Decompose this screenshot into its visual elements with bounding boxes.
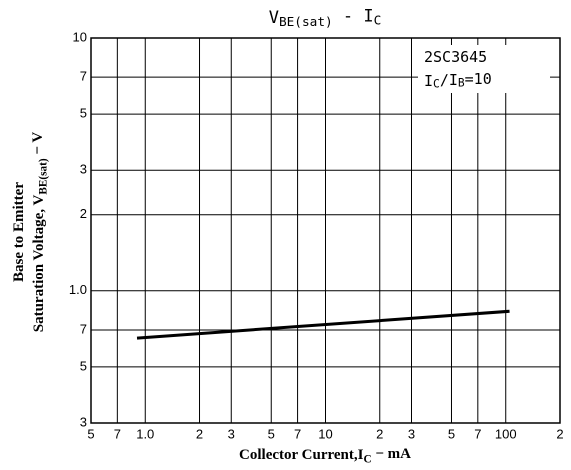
chart-title-part: - I — [333, 7, 374, 27]
y-tick-label: 3 — [80, 162, 87, 177]
annotation-part: =10 — [465, 69, 492, 87]
x-tick-label: 3 — [408, 426, 415, 441]
x-tick-label: 2 — [556, 426, 563, 441]
annotation-part: ∕I — [440, 70, 458, 88]
y-tick-label: 10 — [73, 29, 87, 44]
x-tick-label: 7 — [474, 426, 481, 441]
y-tick-label: 2 — [80, 206, 87, 221]
annotation-part: C — [433, 77, 440, 90]
chart-title-part: BE(sat) — [279, 14, 333, 29]
y-axis-label-part: − V — [30, 132, 46, 159]
x-tick-label: 3 — [228, 426, 235, 441]
x-tick-label: 10 — [318, 426, 332, 441]
x-axis-label-part: C — [363, 453, 371, 465]
annotation: 2SC3645 — [424, 48, 487, 66]
annotation-bg — [418, 45, 550, 93]
y-tick-label: 7 — [80, 69, 87, 84]
y-axis-label: Base to Emitter — [11, 182, 27, 282]
x-tick-label: 100 — [495, 426, 517, 441]
x-tick-label: 7 — [294, 426, 301, 441]
y-axis-label: Saturation Voltage, VBE(sat) − V — [30, 132, 49, 333]
annotation-part: B — [458, 76, 465, 89]
x-tick-label: 2 — [376, 426, 383, 441]
chart-title-part: V — [269, 8, 279, 28]
y-tick-label: 1.0 — [69, 282, 87, 297]
chart-title-part: C — [374, 13, 382, 28]
annotation: IC∕IB=10 — [424, 69, 492, 90]
chart-title: VBE(sat) - IC — [269, 7, 382, 30]
x-tick-label: 2 — [196, 426, 203, 441]
y-axis-label-part: BE(sat) — [37, 158, 49, 195]
x-tick-label: 5 — [448, 426, 455, 441]
data-line — [136, 309, 510, 340]
plot-frame — [90, 37, 561, 424]
y-axis-label-part: Base to Emitter — [11, 182, 27, 282]
x-tick-label: 5 — [87, 426, 94, 441]
y-tick-label: 5 — [80, 106, 87, 121]
x-axis-label: Collector Current,IC − mA — [239, 446, 411, 465]
x-axis-label-part: Collector Current,I — [239, 447, 364, 463]
x-tick-label: 1.0 — [136, 426, 154, 441]
x-tick-label: 7 — [114, 426, 121, 441]
annotation-part: I — [424, 72, 433, 90]
x-axis-label-part: − mA — [372, 446, 412, 462]
annotation-part: 2SC3645 — [424, 48, 487, 66]
y-tick-label: 5 — [80, 358, 87, 373]
y-axis-label-part: Saturation Voltage, V — [31, 194, 47, 332]
y-tick-label: 3 — [80, 414, 87, 429]
x-tick-label: 5 — [268, 426, 275, 441]
y-tick-label: 7 — [80, 321, 87, 336]
